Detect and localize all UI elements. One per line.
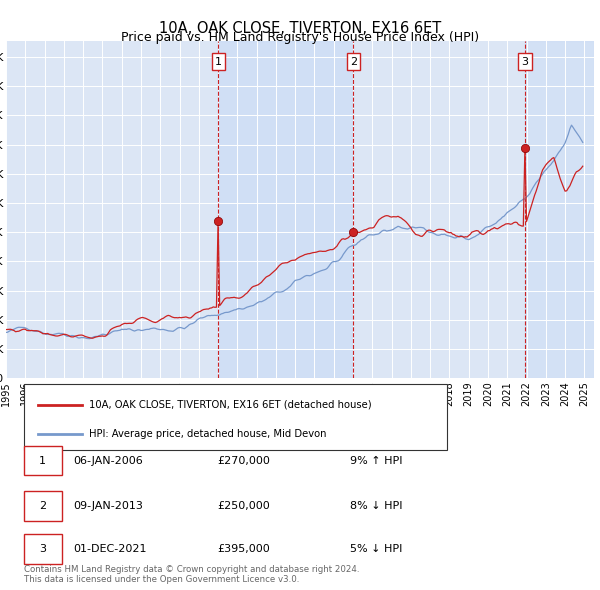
- Text: £270,000: £270,000: [218, 455, 271, 466]
- Text: £395,000: £395,000: [218, 544, 271, 554]
- Text: 3: 3: [521, 57, 529, 67]
- Text: 3: 3: [39, 544, 46, 554]
- Text: 1: 1: [39, 455, 46, 466]
- Text: Price paid vs. HM Land Registry's House Price Index (HPI): Price paid vs. HM Land Registry's House …: [121, 31, 479, 44]
- Text: 8% ↓ HPI: 8% ↓ HPI: [350, 501, 403, 511]
- Text: 10A, OAK CLOSE, TIVERTON, EX16 6ET (detached house): 10A, OAK CLOSE, TIVERTON, EX16 6ET (deta…: [89, 400, 372, 410]
- Text: 1: 1: [215, 57, 222, 67]
- Text: 01-DEC-2021: 01-DEC-2021: [74, 544, 147, 554]
- Bar: [23, 445, 62, 476]
- Text: HPI: Average price, detached house, Mid Devon: HPI: Average price, detached house, Mid …: [89, 429, 327, 439]
- Text: 2: 2: [39, 501, 46, 511]
- Bar: [23, 385, 447, 450]
- Text: 10A, OAK CLOSE, TIVERTON, EX16 6ET: 10A, OAK CLOSE, TIVERTON, EX16 6ET: [159, 21, 441, 35]
- Text: 2: 2: [350, 57, 357, 67]
- Text: 06-JAN-2006: 06-JAN-2006: [74, 455, 143, 466]
- Bar: [218, 41, 353, 378]
- Text: 09-JAN-2013: 09-JAN-2013: [74, 501, 143, 511]
- Text: 5% ↓ HPI: 5% ↓ HPI: [350, 544, 403, 554]
- Bar: [23, 534, 62, 564]
- Text: 9% ↑ HPI: 9% ↑ HPI: [350, 455, 403, 466]
- Bar: [525, 41, 594, 378]
- Text: Contains HM Land Registry data © Crown copyright and database right 2024.
This d: Contains HM Land Registry data © Crown c…: [23, 565, 359, 584]
- Bar: [23, 491, 62, 521]
- Text: £250,000: £250,000: [218, 501, 271, 511]
